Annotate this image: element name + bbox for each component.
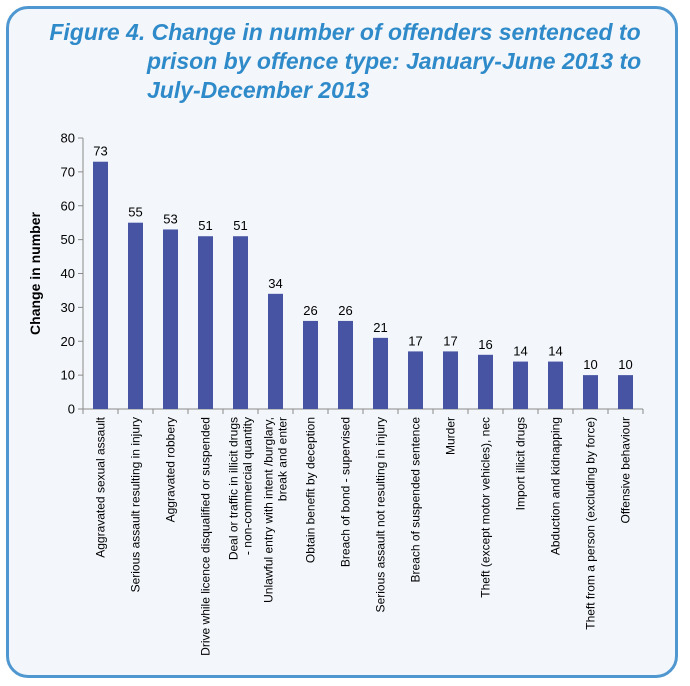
bar bbox=[163, 229, 178, 409]
x-tick-label: Serious assault resulting in injury bbox=[129, 417, 143, 592]
data-label: 26 bbox=[338, 303, 352, 318]
data-label: 26 bbox=[303, 303, 317, 318]
y-axis-label: Change in number bbox=[27, 212, 43, 335]
bar bbox=[373, 337, 388, 409]
y-tick-label: 80 bbox=[61, 131, 75, 146]
data-label: 53 bbox=[163, 211, 177, 226]
data-label: 21 bbox=[373, 320, 387, 335]
x-tick-label: break and enter bbox=[276, 417, 290, 501]
y-tick-label: 20 bbox=[61, 334, 75, 349]
y-tick-label: 70 bbox=[61, 164, 75, 179]
bar bbox=[128, 222, 143, 409]
x-tick-label: Theft from a person (excluding by force) bbox=[584, 417, 598, 630]
chart-title-line-2: prison by offence type: January-June 201… bbox=[147, 48, 642, 74]
bar bbox=[443, 351, 458, 409]
x-tick-label: - non-commercial quantity bbox=[241, 417, 255, 555]
x-tick-label: Theft (except motor vehicles), nec bbox=[479, 417, 493, 598]
y-tick-label: 10 bbox=[61, 368, 75, 383]
x-tick-label: Obtain benefit by deception bbox=[304, 417, 318, 563]
chart-title-line-1: Figure 4. Change in number of offenders … bbox=[49, 19, 641, 45]
x-tick-label: Offensive behaviour bbox=[619, 417, 633, 524]
data-label: 17 bbox=[408, 333, 422, 348]
y-tick-label: 0 bbox=[68, 402, 75, 417]
bar bbox=[408, 351, 423, 409]
bar bbox=[548, 361, 563, 409]
data-label: 16 bbox=[478, 337, 492, 352]
data-label: 17 bbox=[443, 333, 457, 348]
x-tick-label: Aggravated sexual assault bbox=[94, 416, 108, 557]
data-label: 34 bbox=[268, 276, 282, 291]
data-label: 51 bbox=[233, 218, 247, 233]
y-tick-label: 60 bbox=[61, 198, 75, 213]
bar bbox=[513, 361, 528, 409]
data-label: 55 bbox=[128, 205, 142, 220]
data-label: 14 bbox=[548, 344, 562, 359]
bar bbox=[93, 161, 108, 409]
data-label: 10 bbox=[618, 357, 632, 372]
x-tick-label: Unlawful entry with intent /burglary, bbox=[262, 417, 276, 603]
bar bbox=[233, 236, 248, 409]
x-tick-label: Drive while licence disqualified or susp… bbox=[199, 417, 213, 656]
bar bbox=[198, 236, 213, 409]
bar bbox=[303, 320, 318, 409]
x-tick-label: Aggravated robbery bbox=[164, 417, 178, 522]
bar bbox=[478, 354, 493, 409]
x-tick-label: Deal or traffic in illicit drugs bbox=[227, 417, 241, 560]
x-tick-label: Abduction and kidnapping bbox=[549, 417, 563, 555]
bar bbox=[338, 320, 353, 409]
bar bbox=[268, 293, 283, 409]
y-tick-label: 30 bbox=[61, 300, 75, 315]
chart-title: Figure 4. Change in number of offenders … bbox=[0, 18, 690, 105]
x-tick-label: Import illicit drugs bbox=[514, 417, 528, 510]
y-tick-label: 50 bbox=[61, 232, 75, 247]
bar bbox=[618, 375, 633, 409]
data-label: 51 bbox=[198, 218, 212, 233]
data-label: 14 bbox=[513, 344, 527, 359]
bar bbox=[583, 375, 598, 409]
data-label: 10 bbox=[583, 357, 597, 372]
x-tick-label: Breach of suspended sentence bbox=[409, 417, 423, 583]
data-label: 73 bbox=[93, 144, 107, 159]
x-tick-label: Murder bbox=[444, 417, 458, 455]
x-tick-label: Serious assault not resulting in injury bbox=[374, 417, 388, 612]
x-tick-label: Breach of bond - supervised bbox=[339, 417, 353, 567]
y-tick-label: 40 bbox=[61, 266, 75, 281]
chart-title-line-3: July-December 2013 bbox=[147, 77, 370, 103]
